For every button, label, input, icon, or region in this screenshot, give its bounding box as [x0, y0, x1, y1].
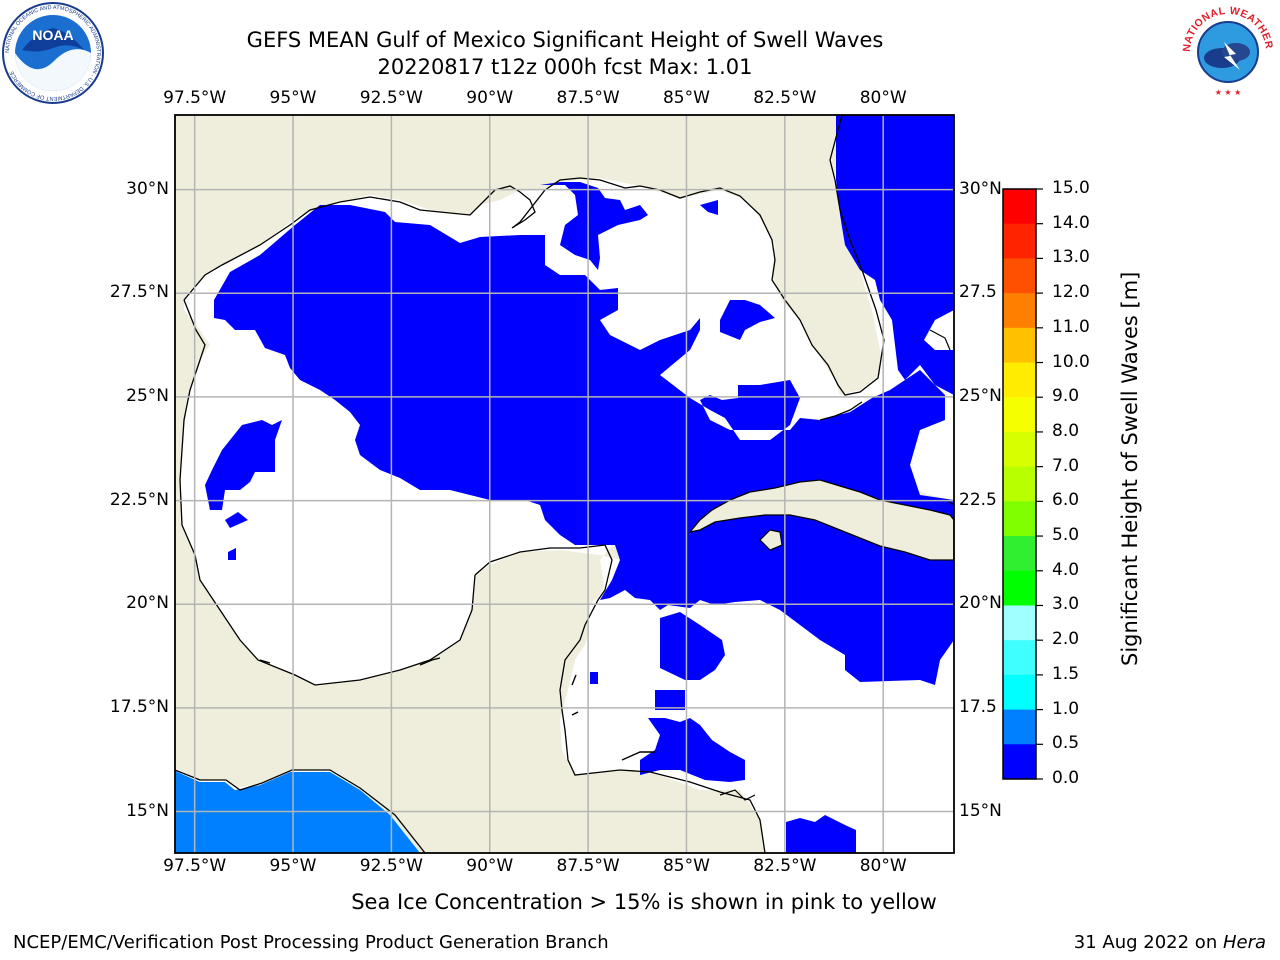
sea-ice-note: Sea Ice Concentration > 15% is shown in … — [351, 890, 937, 914]
noaa-logo-icon: NOAA NATIONAL OCEANIC AND ATMOSPHERIC AD… — [2, 2, 104, 104]
map-grid — [175, 115, 954, 853]
colorbar-tick-label: 9.0 — [1052, 386, 1080, 407]
mexico-coast — [179, 299, 476, 686]
lat-label-right: 22.5 — [959, 489, 997, 510]
svg-text:★ ★ ★: ★ ★ ★ — [1215, 88, 1242, 97]
lon-label-top: 90°W — [466, 88, 514, 108]
lon-label-bottom: 80°W — [859, 856, 907, 876]
colorbar-tick-label: 13.0 — [1052, 247, 1090, 268]
colorbar-tick-label: 10.0 — [1052, 351, 1090, 372]
lat-label-right: 30°N — [959, 178, 1002, 199]
colorbar-swatch — [1003, 536, 1036, 572]
map-frame — [174, 114, 955, 854]
lon-label-bottom: 92.5°W — [359, 856, 423, 876]
colorbar-tick-label: 12.0 — [1052, 282, 1090, 303]
lat-label-right: 17.5 — [959, 696, 997, 717]
lon-label-bottom: 95°W — [269, 856, 317, 876]
footer-date: 31 Aug 2022 on Hera — [1073, 932, 1266, 953]
colorbar-swatch — [1003, 640, 1036, 676]
colorbar-swatch — [1003, 570, 1036, 606]
us-coast — [183, 115, 885, 396]
lon-label-top: 95°W — [269, 88, 317, 108]
colorbar-swatch — [1003, 431, 1036, 468]
colorbar-tick-label: 14.0 — [1052, 212, 1090, 233]
nws-logo-icon: NATIONAL WEATHER SERVICE ★ ★ ★ — [1178, 2, 1276, 100]
lat-label-left: 20°N — [126, 593, 169, 614]
colorbar-label: Significant Height of Swell Waves [m] — [1118, 271, 1142, 666]
colorbar-swatch — [1003, 674, 1036, 711]
colorbar-swatch — [1003, 466, 1036, 502]
lat-label-right: 20°N — [959, 593, 1002, 614]
colorbar-tick-label: 6.0 — [1052, 490, 1080, 511]
lat-label-right: 25°N — [959, 385, 1002, 406]
swell-region-low — [205, 115, 954, 853]
colorbar-tick-label: 0.0 — [1052, 768, 1080, 788]
colorbar — [1002, 188, 1043, 780]
lon-label-bottom: 82.5°W — [753, 856, 817, 876]
colorbar-tick-label: 5.0 — [1052, 525, 1080, 546]
footer-branch: NCEP/EMC/Verification Post Processing Pr… — [13, 932, 609, 953]
lon-label-bottom: 85°W — [662, 856, 710, 876]
colorbar-tick-label: 2.0 — [1052, 629, 1080, 650]
colorbar-swatch — [1003, 258, 1036, 294]
lat-label-left: 17.5°N — [109, 696, 169, 717]
colorbar-swatch — [1003, 709, 1036, 745]
lat-label-left: 22.5°N — [109, 489, 169, 510]
colorbar-tick-label: 15.0 — [1052, 178, 1090, 198]
colorbar-swatch — [1003, 362, 1036, 398]
colorbar-tick-label: 3.0 — [1052, 594, 1080, 615]
colorbar-swatch — [1003, 189, 1036, 225]
lat-label-left: 27.5°N — [109, 282, 169, 303]
colorbar-swatch — [1003, 327, 1036, 364]
chart-title: GEFS MEAN Gulf of Mexico Significant Hei… — [246, 28, 884, 52]
lon-label-top: 82.5°W — [753, 88, 817, 108]
lon-label-top: 97.5°W — [163, 88, 227, 108]
lon-label-bottom: 90°W — [466, 856, 514, 876]
lat-label-left: 30°N — [126, 178, 169, 199]
colorbar-tick-label: 8.0 — [1052, 420, 1080, 441]
colorbar-swatch — [1003, 223, 1036, 259]
noaa-logo-text: NOAA — [32, 27, 73, 43]
chart-subtitle: 20220817 t12z 000h fcst Max: 1.01 — [377, 55, 753, 79]
colorbar-tick-label: 0.5 — [1052, 733, 1080, 754]
colorbar-tick-label: 1.5 — [1052, 663, 1080, 684]
colorbar-tick-label: 1.0 — [1052, 698, 1080, 719]
colorbar-swatch — [1003, 744, 1036, 780]
lat-label-left: 15°N — [126, 800, 169, 821]
colorbar-tick-label: 7.0 — [1052, 455, 1080, 476]
colorbar-tick-label: 4.0 — [1052, 559, 1080, 580]
lat-label-left: 25°N — [126, 385, 169, 406]
lon-label-bottom: 97.5°W — [163, 856, 227, 876]
colorbar-swatch — [1003, 397, 1036, 433]
lon-label-top: 80°W — [859, 88, 907, 108]
footer-host: Hera — [1222, 932, 1266, 953]
colorbar-swatch — [1003, 293, 1036, 329]
lon-label-top: 92.5°W — [359, 88, 423, 108]
colorbar-swatch — [1003, 501, 1036, 537]
colorbar-tick-label: 11.0 — [1052, 316, 1090, 337]
colorbar-swatch — [1003, 605, 1036, 641]
lon-label-bottom: 87.5°W — [556, 856, 620, 876]
yucatan — [474, 544, 766, 853]
lat-label-right: 15°N — [959, 800, 1002, 821]
lat-label-right: 27.5 — [959, 282, 997, 303]
lon-label-top: 87.5°W — [556, 88, 620, 108]
lon-label-top: 85°W — [662, 88, 710, 108]
